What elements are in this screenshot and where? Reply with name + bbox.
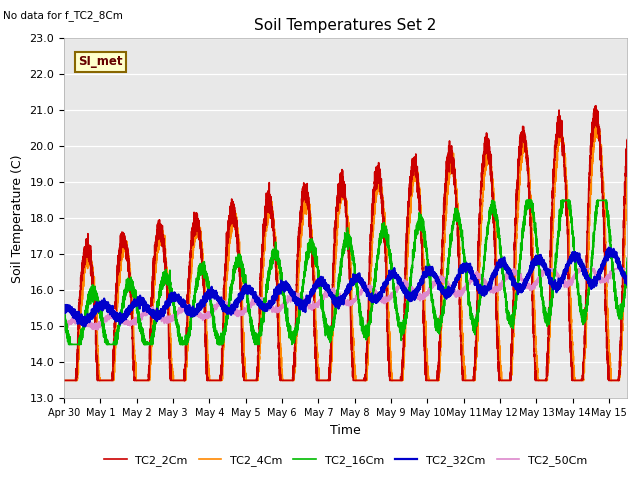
TC2_32Cm: [126, 305, 134, 311]
TC2_16Cm: [60, 312, 68, 318]
TC2_32Cm: [605, 245, 612, 251]
TC2_4Cm: [486, 157, 493, 163]
TC2_16Cm: [523, 199, 531, 204]
TC2_32Cm: [536, 256, 544, 262]
Y-axis label: Soil Temperature (C): Soil Temperature (C): [11, 154, 24, 283]
Line: TC2_2Cm: TC2_2Cm: [64, 106, 627, 380]
TC2_2Cm: [126, 286, 134, 292]
TC2_50Cm: [486, 286, 493, 291]
TC2_16Cm: [486, 216, 493, 222]
TC2_32Cm: [486, 279, 493, 285]
TC2_50Cm: [126, 318, 134, 324]
TC2_32Cm: [60, 308, 68, 314]
TC2_2Cm: [486, 148, 493, 154]
TC2_16Cm: [537, 278, 545, 284]
TC2_2Cm: [623, 137, 631, 143]
TC2_4Cm: [226, 240, 234, 246]
TC2_16Cm: [126, 283, 134, 288]
TC2_4Cm: [126, 269, 134, 275]
Legend: TC2_2Cm, TC2_4Cm, TC2_16Cm, TC2_32Cm, TC2_50Cm: TC2_2Cm, TC2_4Cm, TC2_16Cm, TC2_32Cm, TC…: [100, 451, 591, 470]
TC2_4Cm: [536, 377, 544, 383]
TC2_32Cm: [80, 324, 88, 329]
Text: SI_met: SI_met: [78, 55, 123, 68]
TC2_32Cm: [275, 288, 282, 294]
TC2_4Cm: [523, 151, 531, 157]
TC2_16Cm: [226, 297, 234, 302]
TC2_4Cm: [593, 115, 601, 120]
TC2_16Cm: [65, 342, 72, 348]
TC2_16Cm: [489, 198, 497, 204]
TC2_2Cm: [536, 377, 544, 383]
TC2_32Cm: [523, 274, 531, 280]
TC2_2Cm: [592, 103, 600, 108]
TC2_50Cm: [60, 324, 68, 329]
TC2_16Cm: [623, 255, 631, 261]
Line: TC2_16Cm: TC2_16Cm: [64, 201, 627, 345]
Line: TC2_50Cm: TC2_50Cm: [64, 269, 627, 330]
TC2_4Cm: [275, 288, 282, 294]
TC2_50Cm: [523, 282, 531, 288]
TC2_2Cm: [226, 221, 234, 227]
TC2_2Cm: [275, 343, 282, 349]
Text: No data for f_TC2_8Cm: No data for f_TC2_8Cm: [3, 11, 123, 22]
TC2_50Cm: [94, 327, 102, 333]
Line: TC2_4Cm: TC2_4Cm: [64, 118, 627, 380]
TC2_50Cm: [623, 266, 631, 272]
TC2_4Cm: [60, 377, 68, 383]
TC2_50Cm: [537, 273, 545, 278]
TC2_50Cm: [226, 302, 234, 308]
TC2_16Cm: [275, 262, 282, 268]
TC2_32Cm: [226, 306, 234, 312]
TC2_32Cm: [623, 278, 631, 284]
TC2_50Cm: [275, 305, 282, 311]
Line: TC2_32Cm: TC2_32Cm: [64, 248, 627, 326]
TC2_2Cm: [523, 146, 531, 152]
X-axis label: Time: Time: [330, 424, 361, 437]
TC2_4Cm: [623, 183, 631, 189]
Title: Soil Temperatures Set 2: Soil Temperatures Set 2: [255, 18, 436, 33]
TC2_2Cm: [60, 377, 68, 383]
TC2_50Cm: [510, 266, 518, 272]
